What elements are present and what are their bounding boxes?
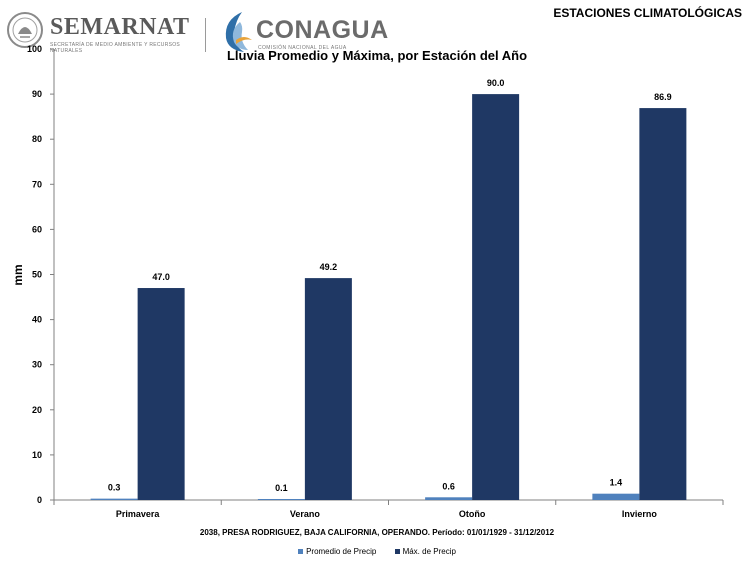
legend-swatch-maxima	[394, 549, 400, 554]
y-tick-label: 30	[32, 360, 42, 370]
section-title: ESTACIONES CLIMATOLÓGICAS	[553, 6, 742, 20]
y-tick-label: 50	[32, 270, 42, 280]
bar-promedio	[90, 498, 138, 500]
data-label-maxima: 86.9	[654, 92, 672, 102]
bar-promedio	[257, 499, 305, 500]
x-tick-label: Primavera	[116, 509, 161, 519]
chart-title: Lluvia Promedio y Máxima, por Estación d…	[226, 48, 528, 63]
y-tick-label: 0	[37, 495, 42, 505]
bar-maxima	[137, 288, 185, 500]
y-tick-label: 70	[32, 179, 42, 189]
conagua-subtitle: COMISIÓN NACIONAL DEL AGUA	[258, 45, 347, 51]
y-axis-label: mm	[11, 264, 25, 285]
data-label-maxima: 90.0	[487, 78, 505, 88]
y-tick-label: 90	[32, 89, 42, 99]
y-tick-label: 10	[32, 450, 42, 460]
data-label-maxima: 49.2	[320, 262, 338, 272]
data-label-promedio: 1.4	[610, 478, 623, 488]
page-header: SEMARNAT SECRETARÍA DE MEDIO AMBIENTE Y …	[0, 0, 754, 60]
bar-maxima	[639, 108, 687, 501]
bar-maxima	[472, 94, 520, 500]
chart-subtitle: 2038, PRESA RODRIGUEZ, BAJA CALIFORNIA, …	[199, 528, 555, 537]
y-tick-label: 100	[27, 44, 42, 54]
bar-promedio	[592, 493, 640, 500]
legend-item-promedio: Promedio de Precip	[298, 547, 376, 556]
x-tick-label: Invierno	[622, 509, 658, 519]
mexico-seal-icon	[7, 12, 43, 48]
logo-divider	[205, 18, 206, 52]
legend-swatch-promedio	[298, 549, 304, 554]
bar-maxima	[304, 278, 352, 500]
data-label-promedio: 0.3	[108, 483, 121, 493]
legend-item-maxima: Máx. de Precip	[394, 547, 456, 556]
data-label-maxima: 47.0	[152, 272, 170, 282]
data-label-promedio: 0.1	[275, 483, 288, 493]
semarnat-name: SEMARNAT	[50, 14, 190, 40]
y-tick-label: 80	[32, 134, 42, 144]
conagua-logo: CONAGUA COMISIÓN NACIONAL DEL AGUA	[218, 10, 398, 54]
x-tick-label: Verano	[290, 509, 321, 519]
data-label-promedio: 0.6	[442, 481, 455, 491]
semarnat-subtitle: SECRETARÍA DE MEDIO AMBIENTE Y RECURSOS …	[50, 42, 181, 54]
legend-label-maxima: Máx. de Precip	[402, 547, 456, 556]
chart-legend: Promedio de Precip Máx. de Precip	[0, 547, 754, 556]
conagua-emblem-icon	[225, 12, 252, 52]
y-tick-label: 20	[32, 405, 42, 415]
semarnat-logo: SEMARNAT SECRETARÍA DE MEDIO AMBIENTE Y …	[6, 10, 196, 54]
conagua-name: CONAGUA	[256, 16, 389, 44]
bar-promedio	[425, 497, 473, 500]
legend-label-promedio: Promedio de Precip	[306, 547, 377, 556]
y-tick-label: 40	[32, 315, 42, 325]
y-tick-label: 60	[32, 224, 42, 234]
x-tick-label: Otoño	[459, 509, 486, 519]
